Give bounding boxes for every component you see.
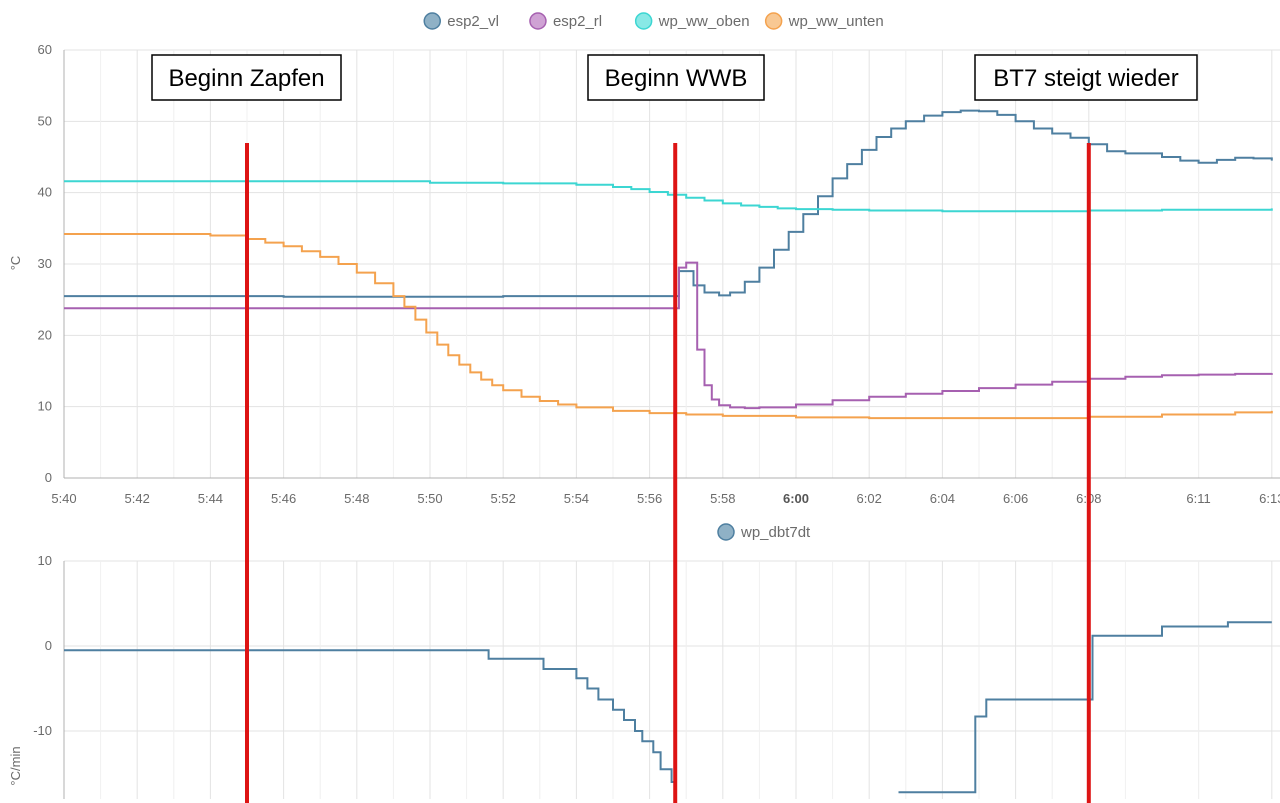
x-tick-label: 5:46 [271,491,296,506]
legend-item-wp_ww_unten[interactable]: wp_ww_unten [764,12,884,30]
annotation-box: BT7 steigt wieder [974,54,1198,101]
bottom-legend[interactable]: wp_dbt7dt [717,523,811,541]
legend-item-wp_ww_oben[interactable]: wp_ww_oben [634,12,750,30]
x-tick-label: 5:52 [491,491,516,506]
y-tick-label: 50 [38,113,52,128]
x-tick-label: 6:06 [1003,491,1028,506]
series-line-wp_dbt7dt [898,621,1272,794]
x-tick-label: 5:48 [344,491,369,506]
x-tick-label: 5:40 [51,491,76,506]
bottom-y-axis-label: °C/min [8,746,23,785]
legend-item-wp_dbt7dt[interactable]: wp_dbt7dt [717,523,811,541]
x-tick-label: 6:04 [930,491,955,506]
annotation-frame [974,54,1198,101]
x-tick-label: 5:42 [125,491,150,506]
legend-swatch [764,12,783,30]
y-tick-label: 20 [38,327,52,342]
x-tick-label: 5:58 [710,491,735,506]
y-tick-label: 60 [38,42,52,57]
bottom-grid: -10 0 10 [33,553,1280,799]
legend-swatch [634,12,653,30]
legend-swatch [423,12,441,30]
top-legend[interactable]: esp2_vl esp2_rl wp_ww_oben wp_ww_unten [423,12,884,30]
rate-chart: -10 0 10 wp_dbt7dt °C/min [8,523,1280,799]
y-tick-label: 0 [45,638,52,653]
x-tick-label: 5:50 [417,491,442,506]
y-tick-label: -10 [33,723,52,738]
annotation-frame [151,54,342,101]
annotation-layer: Beginn Zapfen Beginn WWB BT7 steigt wieder [151,54,1198,803]
x-tick-label: 6:13 [1259,491,1280,506]
annotation-box: Beginn WWB [587,54,765,101]
x-tick-label: 6:11 [1186,491,1210,506]
legend-label: wp_dbt7dt [740,524,811,541]
y-tick-label: 10 [38,553,52,568]
x-tick-label: 6:02 [857,491,882,506]
series-line-wp_ww_unten [64,233,1273,420]
x-tick-label: 5:56 [637,491,662,506]
series-line-wp_dbt7dt [64,649,676,783]
top-y-axis-label: °C [8,256,23,271]
y-tick-label: 30 [38,256,52,271]
temperature-chart: 0 10 20 30 40 50 60 5:40 5:42 5:44 5:46 5:48 5:50 5:5… [8,12,1280,506]
annotation-label: BT7 steigt wieder [993,65,1178,92]
annotation-box: Beginn Zapfen [151,54,342,101]
y-tick-label: 10 [38,399,52,414]
top-series-group [64,109,1273,420]
series-line-esp2_vl [64,109,1273,298]
legend-swatch [717,523,735,541]
x-tick-label: 6:00 [783,491,809,506]
legend-label: wp_ww_oben [658,13,750,30]
series-line-wp_ww_oben [64,180,1273,213]
annotation-label: Beginn Zapfen [168,65,324,92]
legend-label: esp2_vl [447,13,499,30]
x-tick-label: 5:54 [564,491,589,506]
x-tick-label: 5:44 [198,491,223,506]
legend-item-esp2_vl[interactable]: esp2_vl [423,12,499,30]
annotation-label: Beginn WWB [605,65,748,92]
legend-item-esp2_rl[interactable]: esp2_rl [529,12,602,30]
series-line-esp2_rl [64,261,1273,410]
y-tick-label: 0 [45,470,52,485]
legend-label: esp2_rl [553,13,602,30]
legend-swatch [529,12,547,30]
annotation-frame [587,54,765,101]
top-grid: 0 10 20 30 40 50 60 5:40 5:42 5:44 5:46 5:48 5:50 5:5… [38,42,1280,506]
y-tick-label: 40 [38,185,52,200]
legend-label: wp_ww_unten [788,13,884,30]
